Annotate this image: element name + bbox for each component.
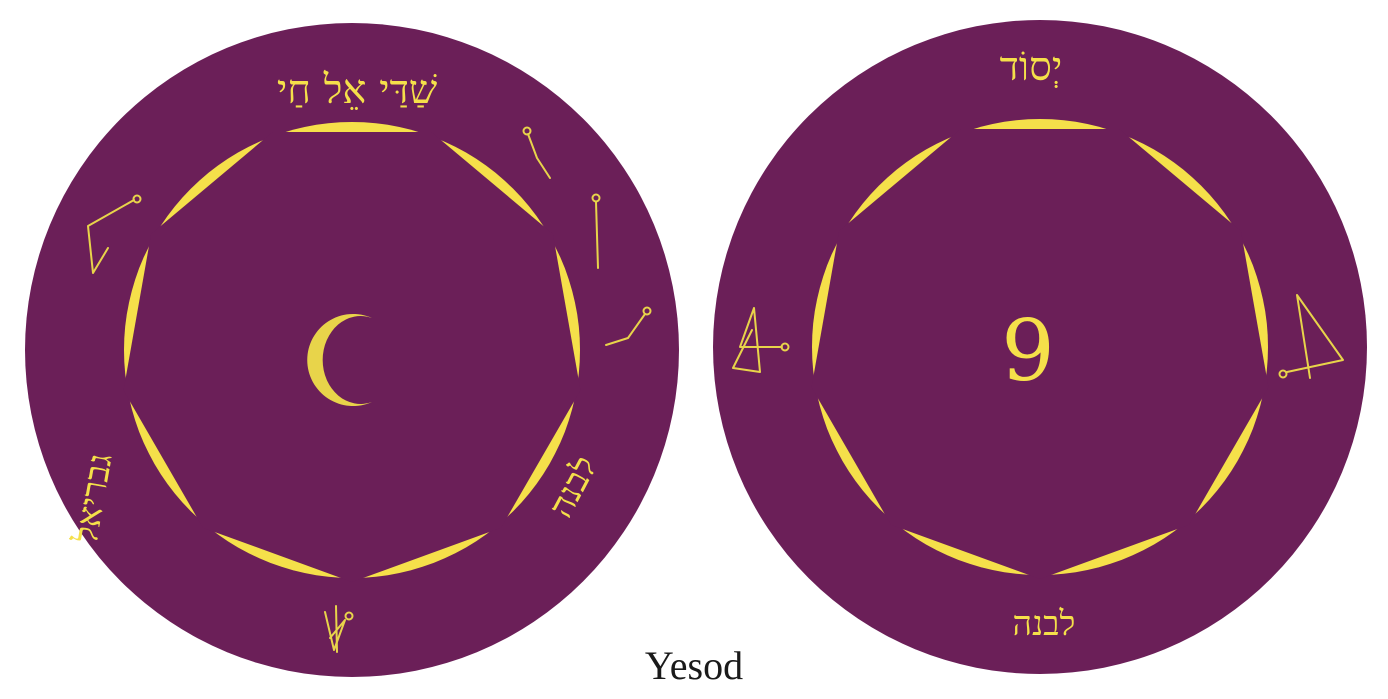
caption-title: Yesod	[644, 643, 744, 688]
left-sigil-right-icon	[591, 193, 601, 269]
moon-icon	[307, 314, 372, 406]
right-seal-inner-field	[811, 129, 1269, 579]
left-seal-inner-field	[123, 132, 581, 582]
left-sigil-upper-right-icon	[522, 126, 551, 179]
left-seal: שַׁדַּי אֵל חַי גבריאל לבנה	[25, 23, 679, 677]
right-seal: יְסוֹד 9 לבנה	[713, 20, 1367, 674]
left-sigil-bottom-icon	[324, 605, 354, 653]
right-seal-center-number: 9	[1001, 302, 1054, 400]
right-sigil-left-icon	[732, 307, 790, 373]
right-seal-top-inscription: יְסוֹד	[1000, 44, 1063, 90]
right-seal-bottom-inscription: לבנה	[1013, 604, 1076, 644]
right-sigil-right-icon	[1278, 294, 1344, 379]
left-seal-top-inscription: שַׁדַּי אֵל חַי	[277, 67, 438, 113]
left-sigil-left-icon	[87, 194, 142, 274]
left-sigil-right-lower-icon	[605, 306, 652, 346]
